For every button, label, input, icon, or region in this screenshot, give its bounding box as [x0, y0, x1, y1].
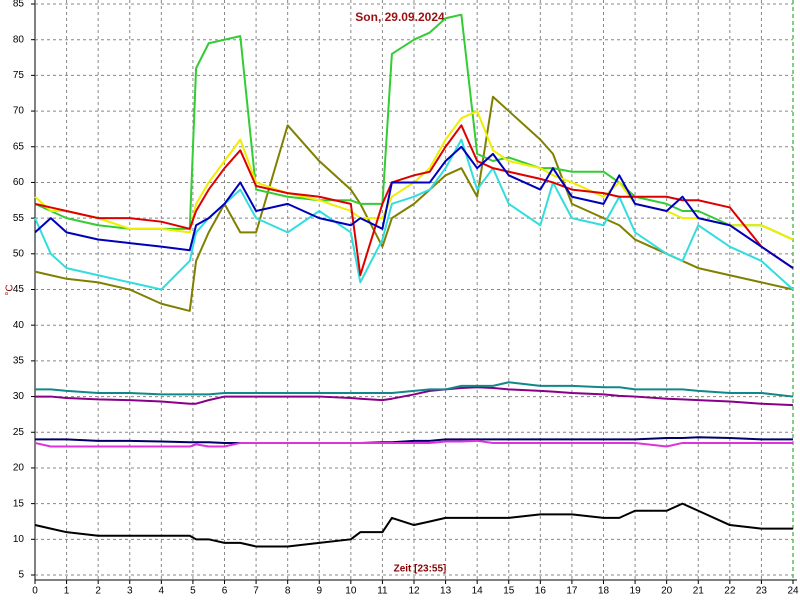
series-line — [34, 124, 794, 277]
series-line — [35, 386, 794, 407]
y-tick-label: 55 — [13, 213, 25, 224]
x-tick-label: 6 — [222, 586, 228, 597]
y-tick-label: 35 — [13, 356, 25, 367]
x-tick-label: 19 — [630, 586, 642, 597]
x-tick-label: 11 — [377, 586, 388, 597]
x-tick-label: 22 — [724, 586, 736, 597]
x-tick-label: 12 — [408, 586, 420, 597]
series-line — [34, 145, 794, 269]
y-tick-label: 40 — [13, 320, 25, 331]
x-axis-label: Zeit [23:55] — [394, 564, 447, 575]
x-tick-label: 5 — [190, 586, 196, 597]
x-tick-label: 23 — [756, 586, 768, 597]
chart-title: Son, 29.09.2024 — [355, 10, 445, 24]
y-tick-label: 5 — [18, 570, 24, 581]
series-line — [34, 502, 793, 548]
x-tick-label: 8 — [285, 586, 291, 597]
series-line — [34, 95, 794, 312]
x-tick-label: 4 — [159, 586, 165, 597]
x-tick-label: 18 — [598, 586, 610, 597]
x-tick-label: 24 — [787, 586, 799, 597]
y-axis-label: °C — [5, 284, 16, 295]
y-tick-label: 80 — [13, 34, 25, 45]
series-line — [34, 138, 794, 291]
y-tick-label: 30 — [13, 391, 25, 402]
y-tick-label: 45 — [13, 284, 25, 295]
y-tick-label: 20 — [13, 463, 25, 474]
y-tick-label: 65 — [13, 141, 25, 152]
series-line — [35, 381, 794, 398]
x-tick-label: 20 — [661, 586, 673, 597]
x-tick-label: 2 — [95, 586, 101, 597]
y-tick-label: 70 — [13, 106, 25, 117]
y-tick-label: 60 — [13, 177, 25, 188]
series-line — [34, 439, 793, 448]
x-tick-label: 7 — [253, 586, 259, 597]
x-tick-label: 15 — [503, 586, 515, 597]
x-tick-label: 1 — [64, 586, 70, 597]
x-tick-label: 21 — [693, 586, 705, 597]
y-tick-label: 75 — [13, 70, 25, 81]
x-tick-label: 9 — [316, 586, 322, 597]
y-tick-label: 15 — [13, 498, 25, 509]
y-tick-label: 10 — [13, 534, 25, 545]
y-tick-label: 25 — [13, 427, 25, 438]
x-tick-label: 10 — [345, 586, 357, 597]
x-tick-label: 16 — [535, 586, 547, 597]
x-tick-label: 3 — [127, 586, 133, 597]
y-tick-label: 50 — [13, 248, 25, 259]
x-tick-label: 0 — [32, 586, 38, 597]
x-tick-label: 14 — [472, 586, 484, 597]
y-tick-label: 85 — [13, 0, 25, 10]
x-tick-label: 13 — [440, 586, 452, 597]
series-line — [35, 436, 793, 444]
x-tick-label: 17 — [566, 586, 578, 597]
